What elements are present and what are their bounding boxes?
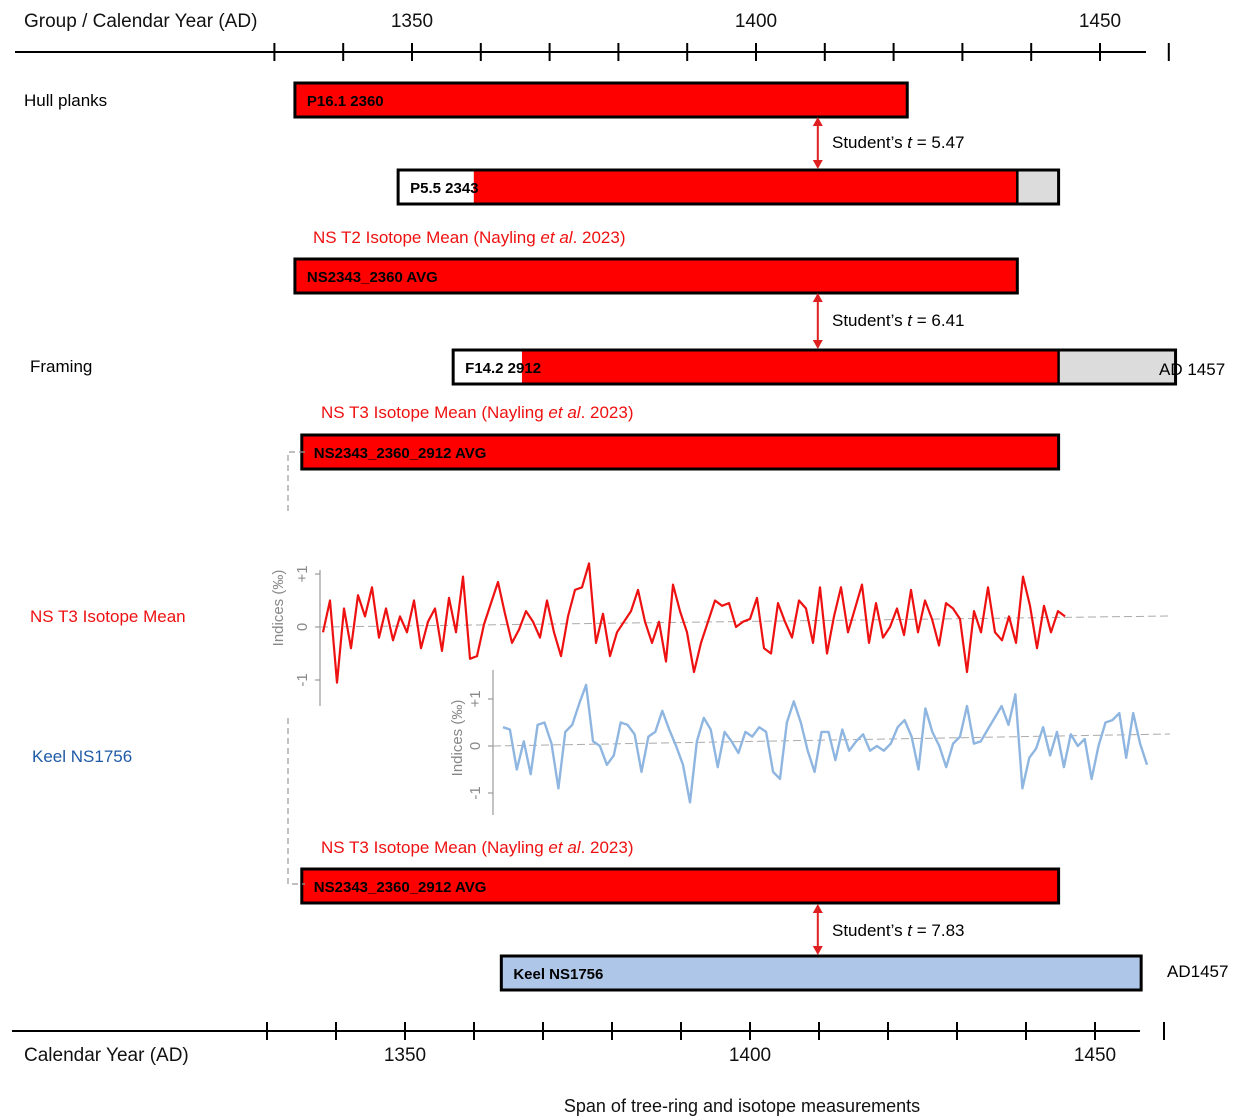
- bar-label: Keel NS1756: [513, 966, 603, 983]
- bar-label: NS2343_2360 AVG: [307, 269, 438, 286]
- bar-fill: [521, 350, 1059, 384]
- connector-bottom: [287, 718, 305, 885]
- arrow-head-down: [812, 340, 823, 349]
- y-tick-label: 0: [467, 742, 484, 750]
- bottom-axis-tick-label: 1450: [1074, 1045, 1116, 1066]
- keel-plot: +1 0 -1 Indices (‰): [449, 670, 1171, 815]
- y-tick-label: +1: [294, 565, 311, 582]
- bar-p16-1: P16.1 2360: [293, 81, 909, 119]
- bar-fill: [301, 869, 1059, 903]
- comparison-arrow-2: [812, 293, 823, 349]
- bar-outline: [499, 954, 1143, 992]
- y-tick-label: -1: [467, 786, 484, 799]
- bar-ns2343-2360-2912-avg-b: NS2343_2360_2912 AVG: [300, 867, 1061, 905]
- group-label-hull-planks: Hull planks: [24, 91, 107, 110]
- arrow-head-up: [812, 904, 823, 913]
- arrow-head-down: [812, 160, 823, 169]
- bar-fill: [301, 435, 1059, 469]
- section-label-t2: NS T2 Isotope Mean (Nayling et al. 2023): [313, 228, 626, 247]
- y-tick-label: +1: [467, 690, 484, 707]
- bar-label: NS2343_2360_2912 AVG: [314, 879, 487, 896]
- blue-plot-y-ticks: +1 0 -1: [467, 690, 493, 800]
- bottom-axis-tick-label: 1350: [384, 1045, 426, 1066]
- bar-f14-2: F14.2 2912: [451, 348, 1178, 386]
- isotope-mean-series-line: [321, 562, 1066, 684]
- bar-fill: [501, 956, 1142, 990]
- bar-ns2343-2360-2912-avg-a: NS2343_2360_2912 AVG: [300, 433, 1061, 471]
- bar-keel-ns1756: Keel NS1756: [499, 954, 1143, 992]
- bar-label: P16.1 2360: [307, 93, 384, 110]
- red-plot-y-ticks: +1 0 -1: [294, 565, 320, 687]
- bar-outline: [300, 867, 1061, 905]
- group-label-keel: Keel NS1756: [32, 747, 132, 766]
- bottom-axis-label: Calendar Year (AD): [24, 1045, 189, 1066]
- bar-fill: [294, 259, 1018, 293]
- top-axis-tick-label: 1350: [391, 11, 433, 32]
- red-plot-y-label: Indices (‰): [270, 570, 287, 647]
- group-label-isotope-mean: NS T3 Isotope Mean: [30, 607, 186, 626]
- bar-gray-segment: [1017, 170, 1059, 204]
- students-t-label-1: Student’s t = 5.47: [832, 133, 965, 152]
- bar-outline: [293, 81, 909, 119]
- bar-white-segment: [398, 170, 474, 204]
- bar-outline: [293, 257, 1019, 295]
- top-axis-label: Group / Calendar Year (AD): [24, 11, 257, 32]
- end-label-ad1457: AD1457: [1167, 962, 1228, 981]
- connector-top: [287, 451, 305, 515]
- arrow-head-up: [812, 117, 823, 126]
- top-axis-tick-label: 1400: [735, 11, 777, 32]
- bar-ns2343-2360-avg: NS2343_2360 AVG: [293, 257, 1019, 295]
- bar-label: NS2343_2360_2912 AVG: [314, 445, 487, 462]
- bar-outline: [451, 348, 1178, 386]
- arrow-head-up: [812, 293, 823, 302]
- bottom-axis-ticks: 1350 1400 1450: [266, 1022, 1165, 1066]
- students-t-label-3: Student’s t = 7.83: [832, 921, 965, 940]
- section-label-t3-a: NS T3 Isotope Mean (Nayling et al. 2023): [321, 403, 634, 422]
- bar-label: P5.5 2343: [410, 180, 478, 197]
- bar-label: F14.2 2912: [465, 360, 541, 377]
- keel-series-line: [502, 683, 1149, 804]
- end-label-ad-1457: AD 1457: [1159, 360, 1225, 379]
- bar-fill: [473, 170, 1018, 204]
- top-axis-tick-label: 1450: [1079, 11, 1121, 32]
- bar-outline: [396, 168, 1061, 206]
- bar-white-segment: [453, 350, 522, 384]
- arrow-head-down: [812, 946, 823, 955]
- comparison-arrow-1: [812, 117, 823, 169]
- bar-p5-5: P5.5 2343: [396, 168, 1061, 206]
- bar-fill: [294, 83, 908, 117]
- bottom-axis-tick-label: 1400: [729, 1045, 771, 1066]
- section-label-t3-b: NS T3 Isotope Mean (Nayling et al. 2023): [321, 838, 634, 857]
- group-label-framing: Framing: [30, 357, 92, 376]
- comparison-arrow-3: [812, 904, 823, 955]
- y-tick-label: -1: [294, 673, 311, 686]
- bar-gray-segment: [1058, 350, 1176, 384]
- blue-plot-y-label: Indices (‰): [449, 700, 466, 777]
- isotope-mean-plot: +1 0 -1 Indices (‰): [270, 562, 1171, 706]
- chart-title: Span of tree-ring and isotope measuremen…: [564, 1096, 920, 1116]
- y-tick-label: 0: [294, 623, 311, 631]
- top-axis-ticks: 1350 1400 1450: [273, 11, 1170, 61]
- students-t-label-2: Student’s t = 6.41: [832, 311, 965, 330]
